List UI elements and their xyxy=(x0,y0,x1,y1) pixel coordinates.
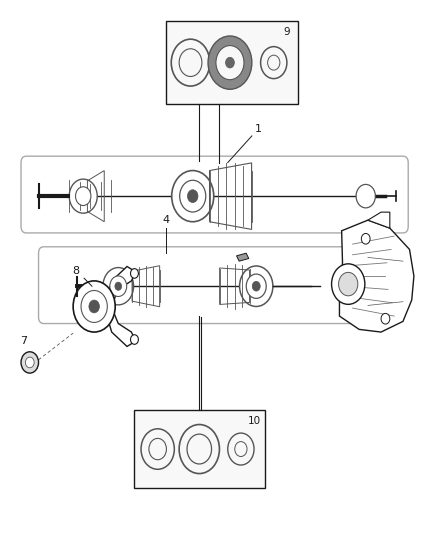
Text: 7: 7 xyxy=(21,336,28,346)
Circle shape xyxy=(69,179,97,213)
Circle shape xyxy=(240,266,273,306)
Circle shape xyxy=(81,290,107,322)
Text: 10: 10 xyxy=(247,416,261,426)
FancyBboxPatch shape xyxy=(134,410,265,488)
Circle shape xyxy=(21,352,39,373)
Circle shape xyxy=(381,313,390,324)
Polygon shape xyxy=(107,313,136,346)
Circle shape xyxy=(252,281,260,291)
Circle shape xyxy=(246,274,266,298)
Circle shape xyxy=(356,184,375,208)
Circle shape xyxy=(332,264,365,304)
Circle shape xyxy=(216,45,244,79)
Circle shape xyxy=(131,335,138,344)
Circle shape xyxy=(103,268,134,305)
Polygon shape xyxy=(237,253,249,261)
Polygon shape xyxy=(107,266,136,300)
Circle shape xyxy=(75,187,91,206)
Circle shape xyxy=(208,36,252,89)
Polygon shape xyxy=(166,21,298,104)
Circle shape xyxy=(339,272,358,296)
Circle shape xyxy=(110,276,127,296)
Circle shape xyxy=(187,190,198,203)
Polygon shape xyxy=(339,220,414,332)
Circle shape xyxy=(131,269,138,278)
Circle shape xyxy=(226,57,234,68)
Circle shape xyxy=(361,233,370,244)
Polygon shape xyxy=(368,212,390,228)
Circle shape xyxy=(115,282,122,290)
Circle shape xyxy=(25,357,34,368)
Circle shape xyxy=(172,171,214,222)
Text: 4: 4 xyxy=(162,215,169,225)
Circle shape xyxy=(180,180,206,212)
Circle shape xyxy=(89,300,99,313)
Text: 8: 8 xyxy=(72,266,79,276)
Circle shape xyxy=(73,281,115,332)
Text: 1: 1 xyxy=(255,124,262,134)
Text: 9: 9 xyxy=(283,27,290,37)
